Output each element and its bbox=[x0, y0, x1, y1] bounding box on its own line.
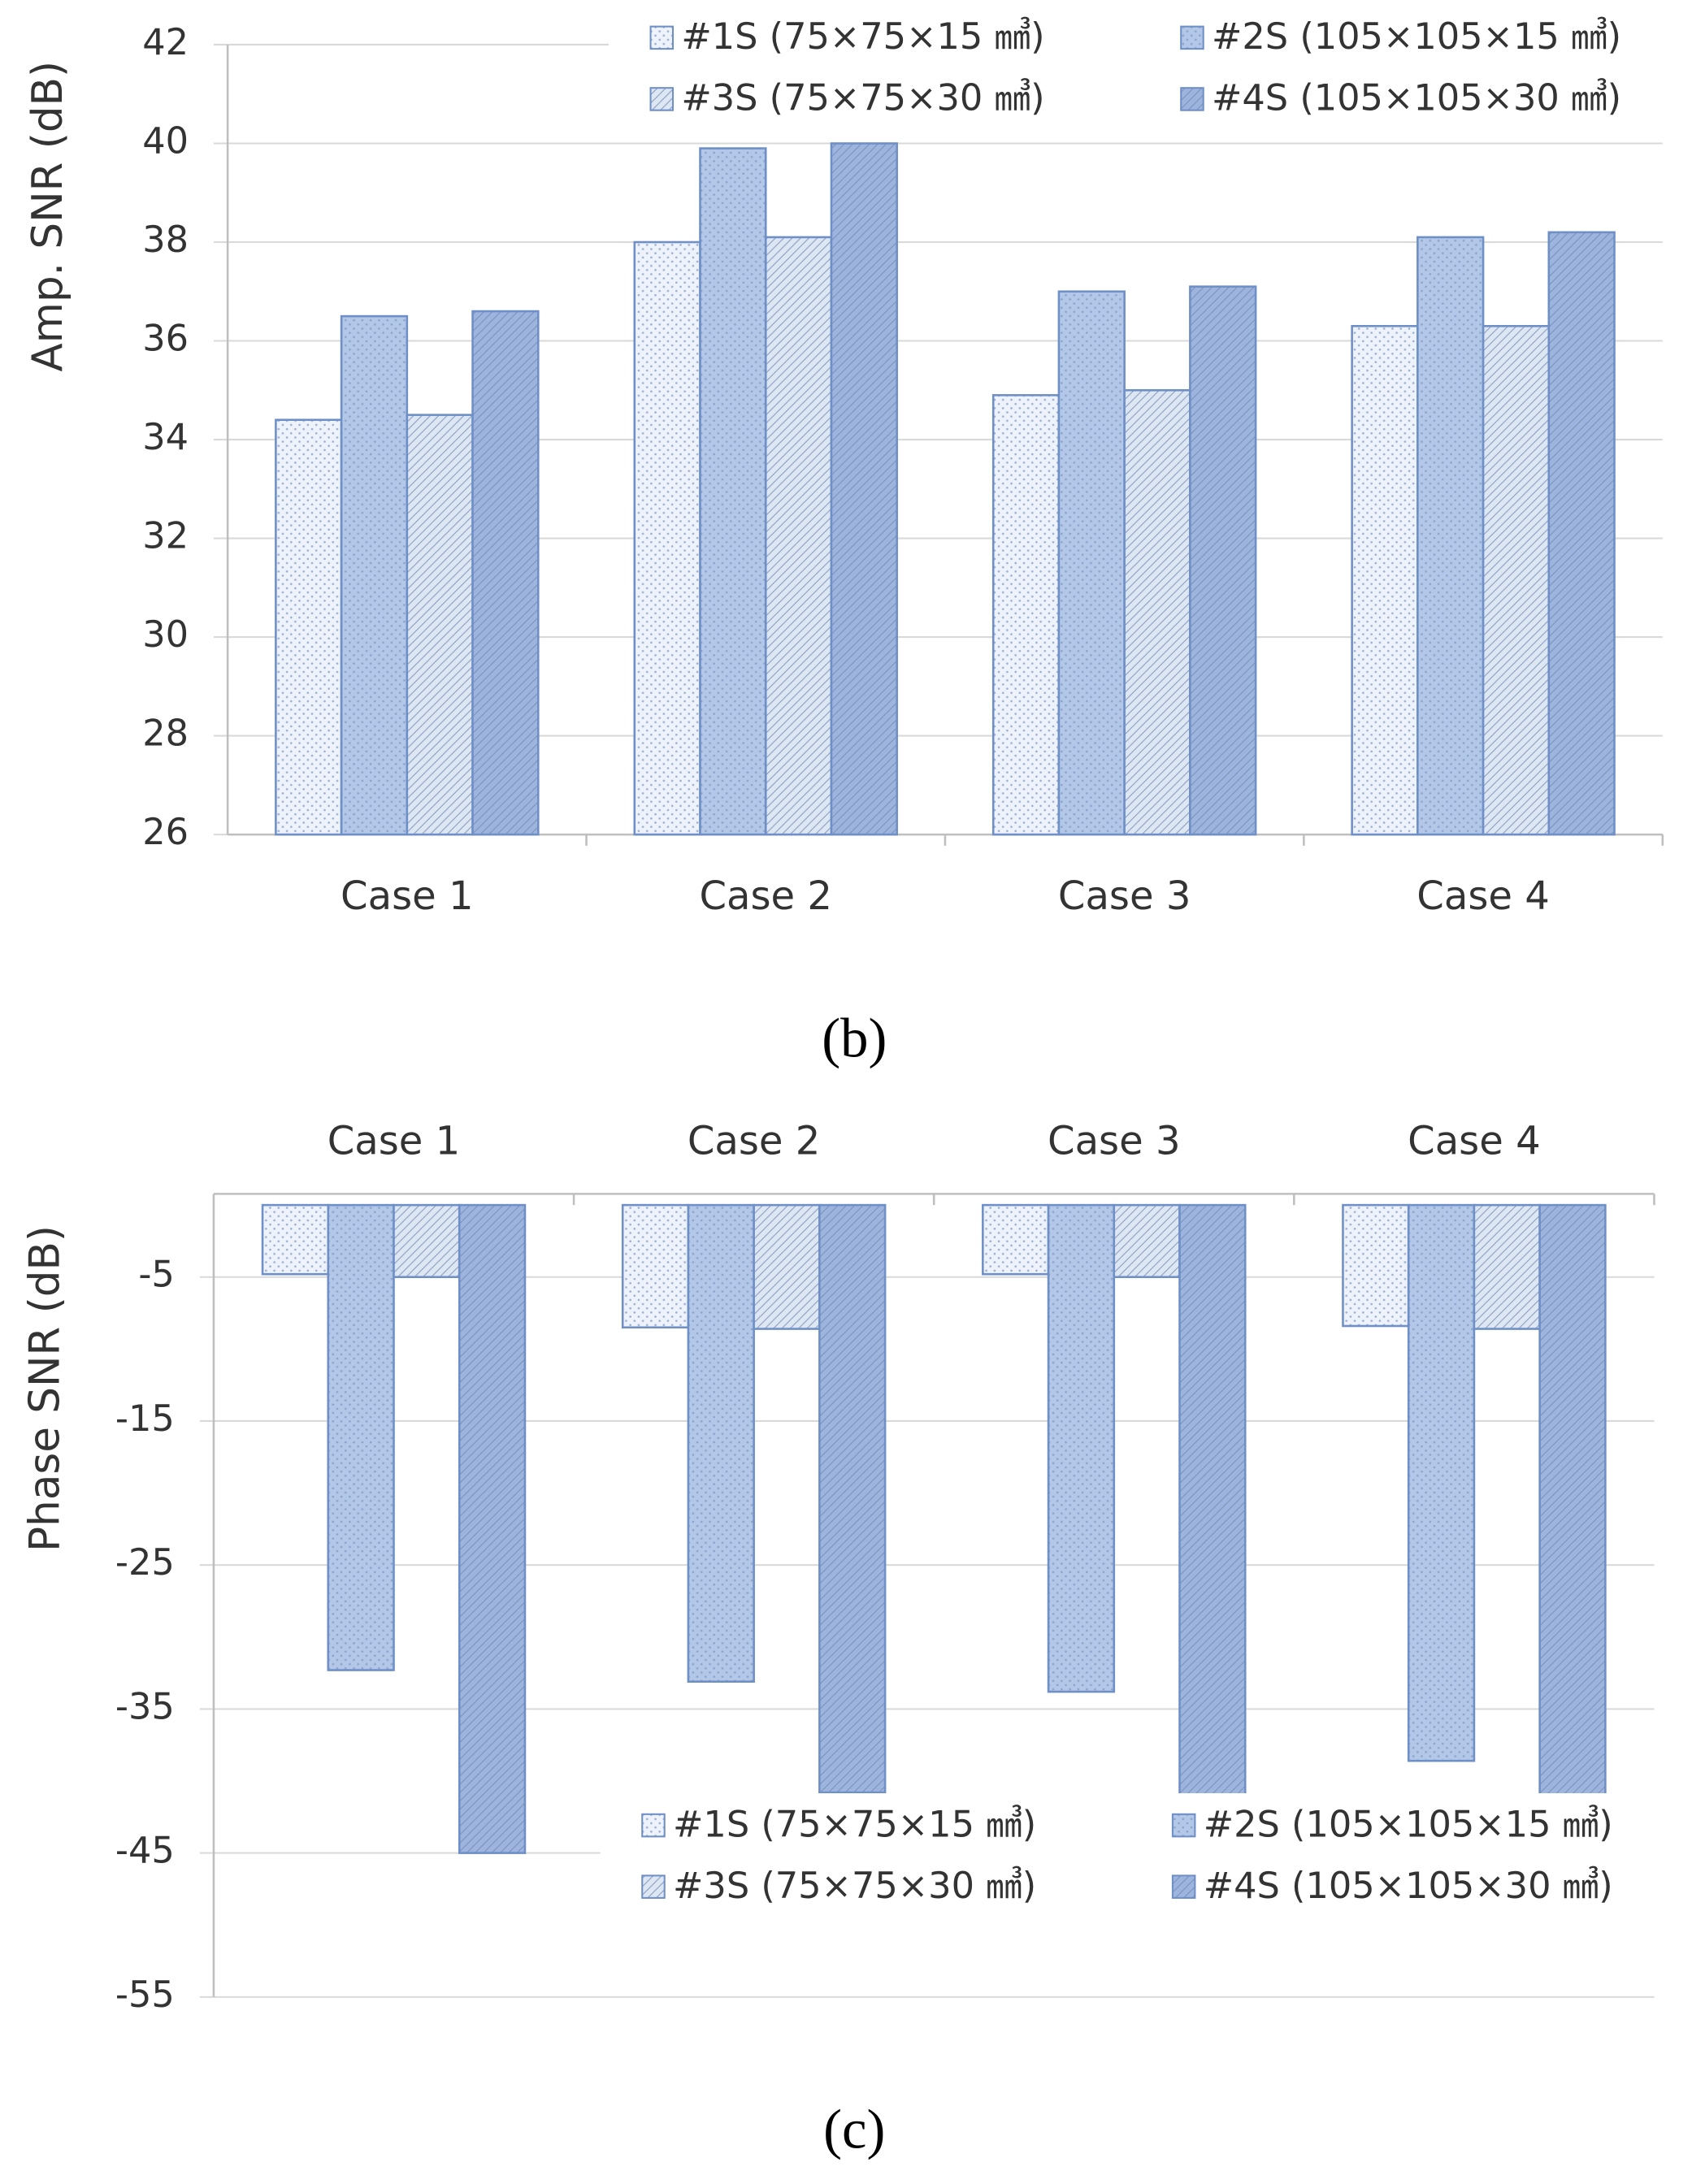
bar bbox=[1547, 231, 1616, 836]
bar bbox=[991, 394, 1061, 836]
y-tick-label: -25 bbox=[115, 1541, 175, 1584]
x-tick-label: Case 4 bbox=[1408, 1119, 1541, 1164]
bar bbox=[471, 310, 540, 836]
bar bbox=[1342, 1203, 1410, 1328]
legend-label: #3S (75×75×30 ㎣) bbox=[673, 1865, 1036, 1907]
legend-swatch bbox=[649, 87, 675, 111]
bar bbox=[633, 240, 701, 836]
caption: (b) bbox=[822, 1008, 887, 1069]
bar bbox=[393, 1203, 461, 1279]
legend-box bbox=[600, 1793, 1662, 1922]
bar bbox=[406, 414, 474, 836]
bar bbox=[327, 1203, 395, 1671]
bar bbox=[982, 1203, 1050, 1276]
x-tick-label: Case 1 bbox=[328, 1119, 461, 1164]
bar bbox=[275, 418, 343, 836]
x-tick-label: Case 2 bbox=[699, 873, 832, 919]
y-tick-label: 28 bbox=[142, 713, 189, 755]
caption: (c) bbox=[823, 2099, 885, 2160]
legend-label: #1S (75×75×15 ㎣) bbox=[673, 1803, 1036, 1845]
y-tick-label: 42 bbox=[142, 21, 189, 63]
y-axis-label: Amp. SNR (dB) bbox=[24, 61, 72, 372]
bar bbox=[1407, 1203, 1476, 1762]
y-tick-label: -5 bbox=[138, 1254, 175, 1296]
y-tick-label: 40 bbox=[142, 119, 189, 162]
legend-swatch bbox=[1180, 25, 1204, 50]
bar bbox=[1482, 325, 1551, 836]
bar bbox=[1538, 1203, 1607, 1883]
bar bbox=[1417, 236, 1485, 836]
legend-swatch bbox=[641, 1813, 666, 1838]
x-tick-label: Case 3 bbox=[1048, 1119, 1181, 1164]
legend-label: #4S (105×105×30 ㎣) bbox=[1212, 77, 1621, 119]
bar bbox=[1047, 1203, 1116, 1693]
legend-label: #4S (105×105×30 ㎣) bbox=[1204, 1865, 1613, 1907]
x-tick-label: Case 4 bbox=[1417, 873, 1550, 919]
legend-box bbox=[609, 5, 1670, 134]
bar bbox=[458, 1203, 527, 1854]
x-tick-label: Case 2 bbox=[688, 1119, 821, 1164]
y-tick-label: -15 bbox=[115, 1398, 175, 1440]
y-tick-label: -35 bbox=[115, 1685, 175, 1727]
bar bbox=[699, 147, 767, 836]
bar bbox=[764, 236, 833, 836]
bar bbox=[340, 314, 409, 836]
legend-label: #2S (105×105×15 ㎣) bbox=[1204, 1803, 1613, 1845]
y-tick-label: -45 bbox=[115, 1830, 175, 1872]
y-axis-label: Phase SNR (dB) bbox=[21, 1225, 70, 1552]
legend-label: #2S (105×105×15 ㎣) bbox=[1212, 15, 1621, 58]
bar bbox=[1351, 325, 1419, 836]
bar bbox=[818, 1203, 887, 1794]
y-tick-label: 32 bbox=[142, 515, 189, 557]
bar bbox=[261, 1203, 330, 1276]
bar bbox=[1123, 388, 1191, 836]
bar bbox=[1113, 1203, 1181, 1279]
legend-swatch bbox=[1180, 87, 1204, 111]
y-tick-label: 36 bbox=[142, 318, 189, 360]
bar bbox=[1473, 1203, 1541, 1330]
legend-swatch bbox=[641, 1874, 666, 1899]
bar bbox=[621, 1203, 690, 1329]
legend-label: #1S (75×75×15 ㎣) bbox=[681, 15, 1044, 58]
legend-swatch bbox=[1171, 1874, 1196, 1899]
bar bbox=[687, 1203, 755, 1684]
y-tick-label: 34 bbox=[142, 416, 189, 458]
bar bbox=[753, 1203, 821, 1330]
y-tick-label: -55 bbox=[115, 1974, 175, 2016]
x-tick-label: Case 1 bbox=[341, 873, 474, 919]
y-tick-label: 30 bbox=[142, 613, 189, 656]
x-tick-label: Case 3 bbox=[1058, 873, 1191, 919]
bar bbox=[1057, 290, 1126, 836]
bar bbox=[830, 142, 898, 836]
y-tick-label: 26 bbox=[142, 811, 189, 853]
y-tick-label: 38 bbox=[142, 219, 189, 261]
bar bbox=[1178, 1203, 1247, 1893]
legend-swatch bbox=[1171, 1813, 1196, 1838]
bar bbox=[1189, 285, 1257, 836]
legend-swatch bbox=[649, 25, 675, 50]
legend-label: #3S (75×75×30 ㎣) bbox=[681, 77, 1044, 119]
